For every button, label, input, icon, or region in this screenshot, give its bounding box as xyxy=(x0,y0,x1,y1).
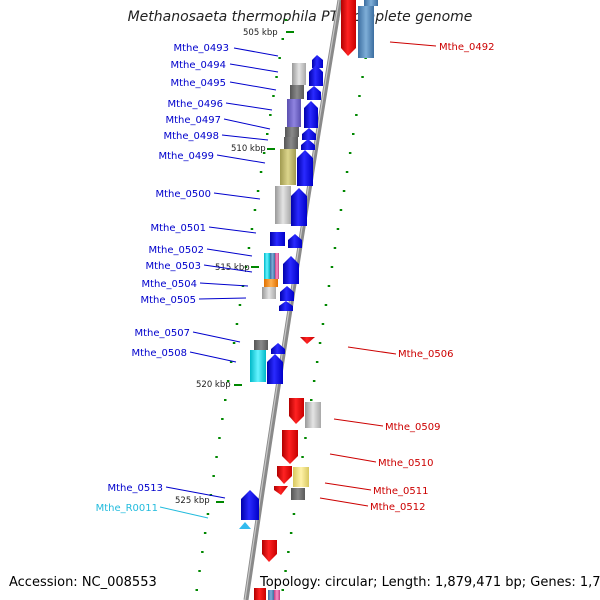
gene-arrow-0510[interactable] xyxy=(282,430,298,464)
accession-text: Accession: NC_008553 xyxy=(9,575,157,590)
gene-label-rna[interactable]: Mthe_R0011 xyxy=(96,503,158,514)
cog-box xyxy=(275,253,279,279)
gene-arrow-0492[interactable] xyxy=(341,0,356,56)
reverse-cog-boxes xyxy=(268,0,378,600)
scale-tick-marks xyxy=(216,31,294,503)
cog-box xyxy=(275,186,291,224)
gene-label[interactable]: Mthe_0510 xyxy=(378,458,434,469)
cog-box xyxy=(305,402,321,428)
rna-gene-arrow-R0011[interactable] xyxy=(239,522,251,529)
cog-box xyxy=(254,340,268,350)
gene-arrow-0504[interactable] xyxy=(280,286,294,301)
cog-box xyxy=(284,137,298,149)
cog-box xyxy=(293,467,309,487)
cog-box xyxy=(291,488,305,500)
cog-box xyxy=(364,0,378,6)
scale-labels: 505 kbp 510 kbp 515 kbp 520 kbp 525 kbp xyxy=(175,28,278,506)
gene-arrow-0508[interactable] xyxy=(267,354,283,384)
gene-label[interactable]: Mthe_0511 xyxy=(373,486,429,497)
gene-arrow-0511[interactable] xyxy=(277,466,292,484)
gene-arrow-bottom[interactable] xyxy=(262,540,277,562)
rna-callout-line xyxy=(159,506,209,519)
forward-cog-boxes xyxy=(250,63,306,382)
cog-box xyxy=(264,279,278,287)
gene-arrow-0500[interactable] xyxy=(291,188,307,226)
gene-label[interactable]: Mthe_0503 xyxy=(146,261,202,272)
gene-label[interactable]: Mthe_0501 xyxy=(151,223,207,234)
gene-label[interactable]: Mthe_0492 xyxy=(439,42,495,53)
gene-label[interactable]: Mthe_0498 xyxy=(164,131,220,142)
scale-label: 520 kbp xyxy=(196,380,231,390)
gene-arrow-0513[interactable] xyxy=(241,490,259,520)
scale-label: 510 kbp xyxy=(231,144,266,154)
cog-box xyxy=(268,590,274,600)
gene-label[interactable]: Mthe_0497 xyxy=(166,115,222,126)
gene-label[interactable]: Mthe_0493 xyxy=(174,43,230,54)
cog-box xyxy=(250,350,266,382)
reverse-gene-arrows xyxy=(254,0,378,600)
gene-arrow-0509[interactable] xyxy=(289,398,304,424)
gene-label[interactable]: Mthe_0502 xyxy=(149,245,205,256)
left-callout-lines xyxy=(165,47,279,499)
right-callout-lines xyxy=(319,41,437,507)
cog-box xyxy=(292,63,306,85)
genome-summary-text: Topology: circular; Length: 1,879,471 bp… xyxy=(260,575,600,590)
scale-label: 515 kbp xyxy=(215,263,250,273)
cog-box xyxy=(264,253,270,279)
gene-label[interactable]: Mthe_0507 xyxy=(135,328,191,339)
right-gene-labels: Mthe_0492 Mthe_0506 Mthe_0509 Mthe_0510 … xyxy=(370,42,495,513)
gene-arrow-0507[interactable] xyxy=(271,343,285,354)
gene-arrow-0501b[interactable] xyxy=(288,234,302,248)
gene-label[interactable]: Mthe_0504 xyxy=(142,279,198,290)
cog-box xyxy=(270,253,275,279)
cog-box xyxy=(358,6,374,58)
scale-label: 525 kbp xyxy=(175,496,210,506)
gene-label[interactable]: Mthe_0496 xyxy=(168,99,224,110)
cog-box xyxy=(287,99,301,127)
map-title: Methanosaeta thermophila PT, complete ge… xyxy=(127,9,473,25)
gene-label[interactable]: Mthe_0513 xyxy=(108,483,164,494)
gene-arrow-0493[interactable] xyxy=(312,55,323,68)
gene-label[interactable]: Mthe_0500 xyxy=(156,189,212,200)
gene-arrow-0498[interactable] xyxy=(301,139,315,150)
gene-label[interactable]: Mthe_0506 xyxy=(398,349,454,360)
gene-label[interactable]: Mthe_0508 xyxy=(132,348,188,359)
scale-label: 505 kbp xyxy=(243,28,278,38)
gene-arrow-0495[interactable] xyxy=(307,86,321,100)
gene-arrow-0506[interactable] xyxy=(300,337,315,344)
gene-arrow-0501a[interactable] xyxy=(270,232,285,246)
cog-box xyxy=(285,127,299,137)
cog-box xyxy=(290,85,304,99)
forward-gene-arrows xyxy=(241,55,323,520)
gene-arrow-0496[interactable] xyxy=(304,101,318,128)
cog-box xyxy=(274,590,280,600)
gene-arrow-0505[interactable] xyxy=(279,301,293,311)
cog-box xyxy=(262,287,276,299)
gene-arrow-0503[interactable] xyxy=(283,256,299,284)
gene-arrow-0494[interactable] xyxy=(309,65,323,86)
left-gene-labels: Mthe_0493 Mthe_0494 Mthe_0495 Mthe_0496 … xyxy=(96,43,229,514)
gene-label[interactable]: Mthe_0509 xyxy=(385,422,441,433)
gene-label[interactable]: Mthe_0494 xyxy=(171,60,227,71)
gene-label[interactable]: Mthe_0512 xyxy=(370,502,426,513)
gene-label[interactable]: Mthe_0495 xyxy=(171,78,227,89)
gene-arrow-0499[interactable] xyxy=(297,150,313,186)
gene-label[interactable]: Mthe_0505 xyxy=(141,295,197,306)
gene-arrow-bottom2[interactable] xyxy=(254,588,266,600)
gene-arrow-0497[interactable] xyxy=(302,128,316,140)
gene-arrow-0512[interactable] xyxy=(274,486,288,495)
cog-box xyxy=(280,149,296,185)
gene-label[interactable]: Mthe_0499 xyxy=(159,151,215,162)
